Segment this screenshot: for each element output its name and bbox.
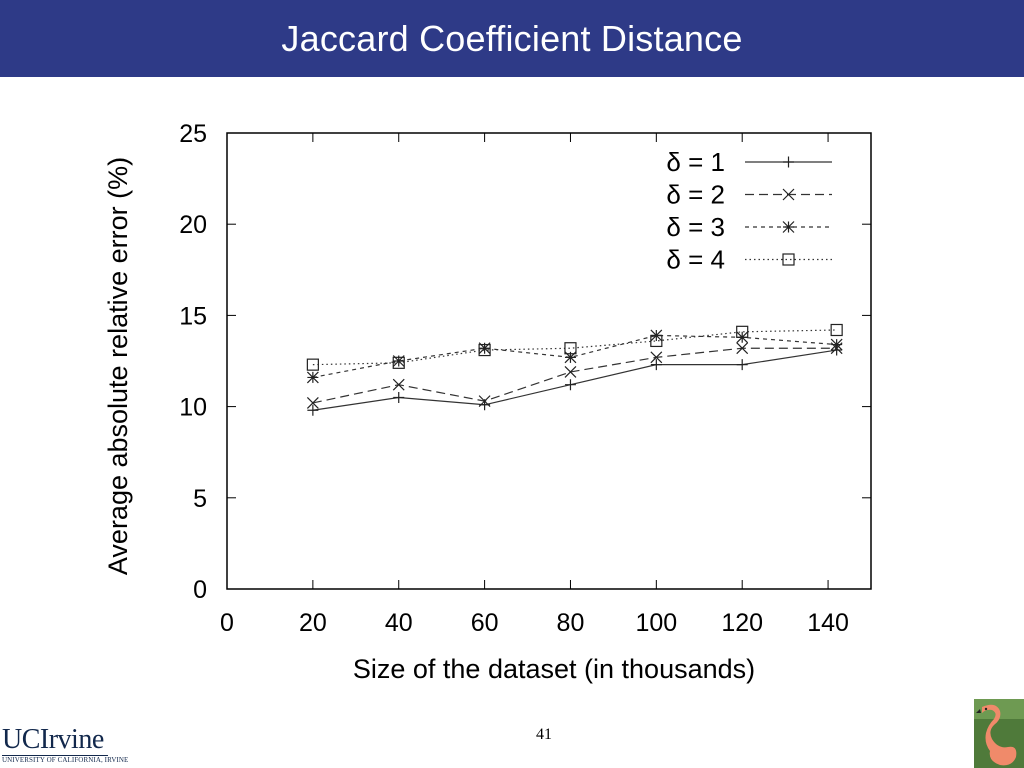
marker-cross <box>782 188 795 201</box>
marker-square <box>306 358 319 371</box>
x-tick-label: 0 <box>220 609 234 637</box>
marker-star <box>306 371 319 384</box>
y-tick-label: 5 <box>193 485 207 513</box>
plot-frame <box>226 132 872 590</box>
y-tick-label: 10 <box>179 394 207 422</box>
marker-plus <box>564 379 576 391</box>
x-tick-label: 20 <box>299 609 327 637</box>
x-tick-label: 40 <box>385 609 413 637</box>
legend-label: δ = 3 <box>666 212 725 242</box>
marker-star <box>782 221 795 233</box>
legend-entry-4: δ = 4 <box>666 245 832 275</box>
marker-cross <box>392 378 405 391</box>
x-tick-label: 80 <box>557 609 585 637</box>
y-tick-label: 0 <box>193 576 207 604</box>
marker-plus <box>393 391 405 403</box>
legend-label: δ = 1 <box>666 147 725 177</box>
flamingo-image <box>974 699 1024 768</box>
x-tick-label: 120 <box>721 609 763 637</box>
marker-cross <box>564 366 577 378</box>
marker-star <box>830 338 843 351</box>
marker-cross <box>650 351 663 364</box>
marker-plus <box>783 156 794 168</box>
series-1 <box>307 344 843 416</box>
legend-entry-3: δ = 3 <box>666 212 832 242</box>
title-bar: Jaccard Coefficient Distance <box>0 0 1024 77</box>
marker-cross <box>736 342 749 355</box>
uci-logo: UCIrvine UNIVERSITY OF CALIFORNIA, IRVIN… <box>2 724 128 766</box>
marker-square <box>830 323 843 337</box>
marker-square <box>392 356 405 369</box>
y-tick-label: 15 <box>179 302 207 330</box>
series-line <box>312 329 837 366</box>
marker-cross <box>478 395 491 408</box>
marker-square <box>650 334 663 348</box>
y-axis-label: Average absolute relative error (%) <box>103 157 133 575</box>
series-line <box>312 349 837 411</box>
x-tick-label: 100 <box>635 609 677 637</box>
x-tick-label: 60 <box>471 609 499 637</box>
marker-square <box>564 342 577 355</box>
legend-entry-1: δ = 1 <box>666 147 832 177</box>
marker-square <box>782 253 795 266</box>
y-tick-label: 20 <box>179 211 207 239</box>
marker-plus <box>307 404 319 416</box>
logo-subtitle: UNIVERSITY OF CALIFORNIA, IRVINE <box>2 756 129 764</box>
marker-cross <box>306 397 319 409</box>
legend-entry-2: δ = 2 <box>666 180 832 210</box>
page-number: 41 <box>536 726 552 743</box>
x-tick-label: 140 <box>807 609 849 637</box>
logo-rule <box>2 755 108 756</box>
marker-star <box>564 351 577 364</box>
slide-title: Jaccard Coefficient Distance <box>281 17 743 59</box>
marker-plus <box>736 359 748 371</box>
logo-wordmark: UCIrvine <box>2 724 104 755</box>
y-tick-label: 25 <box>179 120 207 148</box>
x-axis-label: Size of the dataset (in thousands) <box>353 654 755 684</box>
legend-label: δ = 2 <box>666 180 725 210</box>
legend-label: δ = 4 <box>666 245 725 275</box>
marker-star <box>392 355 405 367</box>
marker-square <box>736 325 749 338</box>
marker-star <box>478 342 491 355</box>
marker-square <box>478 343 491 357</box>
series-4 <box>306 323 843 371</box>
marker-plus <box>650 359 662 371</box>
series-3 <box>306 329 843 384</box>
